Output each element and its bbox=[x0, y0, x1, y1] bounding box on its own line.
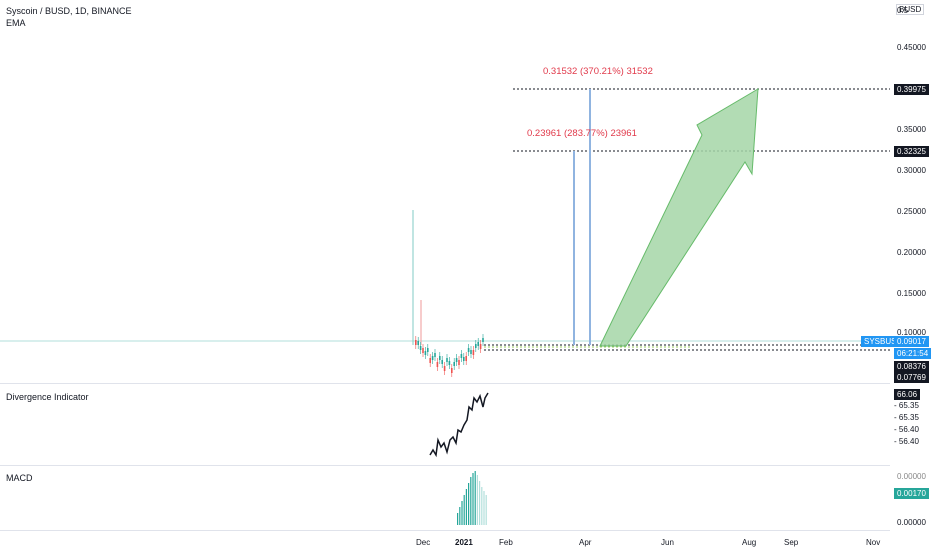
candle bbox=[479, 344, 482, 349]
macd-bar bbox=[470, 477, 472, 525]
price-axis-label: 0.25000 bbox=[897, 207, 926, 216]
candle bbox=[417, 341, 419, 345]
candle bbox=[455, 358, 458, 362]
target-arrow bbox=[599, 88, 759, 347]
candle bbox=[458, 360, 460, 365]
price-axis-partial: 0.5 bbox=[897, 6, 909, 15]
macd-bar bbox=[479, 481, 481, 525]
candle bbox=[475, 344, 477, 348]
currency-button[interactable]: BUSD bbox=[896, 4, 925, 15]
price-badge-level-2: 0.07769 bbox=[894, 372, 929, 383]
price-axis-label: 0.35000 bbox=[897, 125, 926, 134]
macd-bar bbox=[465, 489, 467, 525]
time-label: Dec bbox=[416, 538, 431, 547]
macd-bar bbox=[485, 495, 487, 525]
macd-bar bbox=[483, 491, 485, 525]
price-axis-label: 0.30000 bbox=[897, 166, 926, 175]
candle bbox=[460, 354, 463, 358]
macd-histogram bbox=[457, 471, 487, 525]
macd-bar bbox=[472, 473, 474, 525]
macd-bar bbox=[461, 501, 463, 525]
last-price-badge: 0.09017 bbox=[894, 336, 929, 347]
candle bbox=[441, 360, 443, 364]
indicator-label-ema[interactable]: EMA bbox=[6, 18, 26, 28]
countdown-badge: 06:21:54 bbox=[894, 348, 932, 359]
candle bbox=[446, 358, 448, 362]
candle bbox=[477, 342, 479, 346]
candle bbox=[472, 350, 475, 355]
price-badge-level-1: 0.08376 bbox=[894, 361, 929, 372]
divergence-level: - 65.35 bbox=[894, 413, 919, 422]
candle bbox=[429, 358, 431, 363]
divergence-current-badge: 66.06 bbox=[894, 389, 921, 400]
price-axis-label: 0.20000 bbox=[897, 248, 926, 257]
macd-axis-partial: 0.00000 bbox=[897, 472, 926, 481]
macd-bar bbox=[463, 495, 465, 525]
divergence-level: - 56.40 bbox=[894, 437, 919, 446]
time-label: 2021 bbox=[455, 538, 473, 547]
price-axis-label: 0.15000 bbox=[897, 289, 926, 298]
candle bbox=[424, 351, 427, 355]
main-chart-canvas[interactable] bbox=[0, 0, 890, 530]
candle bbox=[482, 338, 484, 342]
symbol-badge[interactable]: SYSBUSD bbox=[861, 336, 906, 347]
time-label: Sep bbox=[784, 538, 799, 547]
price-badge-target-high: 0.39975 bbox=[894, 84, 929, 95]
pane-divider[interactable] bbox=[0, 383, 890, 384]
price-axis-label: 0.10000 bbox=[897, 328, 926, 337]
macd-zero-label: 0.00000 bbox=[897, 518, 926, 527]
macd-bar bbox=[481, 487, 483, 525]
candle bbox=[422, 348, 424, 353]
candle bbox=[470, 350, 472, 354]
candle bbox=[465, 356, 467, 361]
time-label: Aug bbox=[742, 538, 757, 547]
candle bbox=[436, 362, 439, 367]
range-annotation-upper: 0.31532 (370.21%) 31532 bbox=[543, 66, 653, 77]
range-annotation-lower: 0.23961 (283.77%) 23961 bbox=[527, 128, 637, 139]
candle bbox=[467, 348, 470, 352]
time-label: Apr bbox=[579, 538, 592, 547]
macd-bar bbox=[468, 483, 470, 525]
macd-bar bbox=[457, 513, 459, 525]
chart-title: Syscoin / BUSD, 1D, BINANCE bbox=[6, 6, 132, 16]
price-axis-label: 0.45000 bbox=[897, 43, 926, 52]
macd-bar bbox=[476, 475, 478, 525]
candle bbox=[439, 356, 441, 360]
macd-label[interactable]: MACD bbox=[6, 473, 33, 483]
time-label: Nov bbox=[866, 538, 881, 547]
time-axis-line bbox=[0, 530, 890, 531]
macd-current-badge: 0.00170 bbox=[894, 488, 929, 499]
pane-divider[interactable] bbox=[0, 465, 890, 466]
macd-bar bbox=[459, 507, 461, 525]
candle bbox=[463, 357, 465, 361]
time-label: Jun bbox=[661, 538, 674, 547]
macd-bar bbox=[474, 471, 476, 525]
candle bbox=[448, 361, 451, 365]
divergence-indicator-label[interactable]: Divergence Indicator bbox=[6, 392, 89, 402]
divergence-level: - 65.35 bbox=[894, 401, 919, 410]
time-label: Feb bbox=[499, 538, 513, 547]
candle bbox=[431, 356, 434, 360]
candle bbox=[443, 366, 446, 371]
candle bbox=[427, 348, 429, 352]
divergence-line bbox=[429, 392, 489, 458]
candle bbox=[434, 353, 436, 357]
price-badge-target-mid: 0.32325 bbox=[894, 146, 929, 157]
candle bbox=[451, 368, 453, 373]
candle bbox=[453, 362, 455, 366]
candle bbox=[419, 346, 422, 350]
candle-series bbox=[415, 334, 484, 377]
candle bbox=[415, 340, 417, 345]
divergence-level: - 56.40 bbox=[894, 425, 919, 434]
